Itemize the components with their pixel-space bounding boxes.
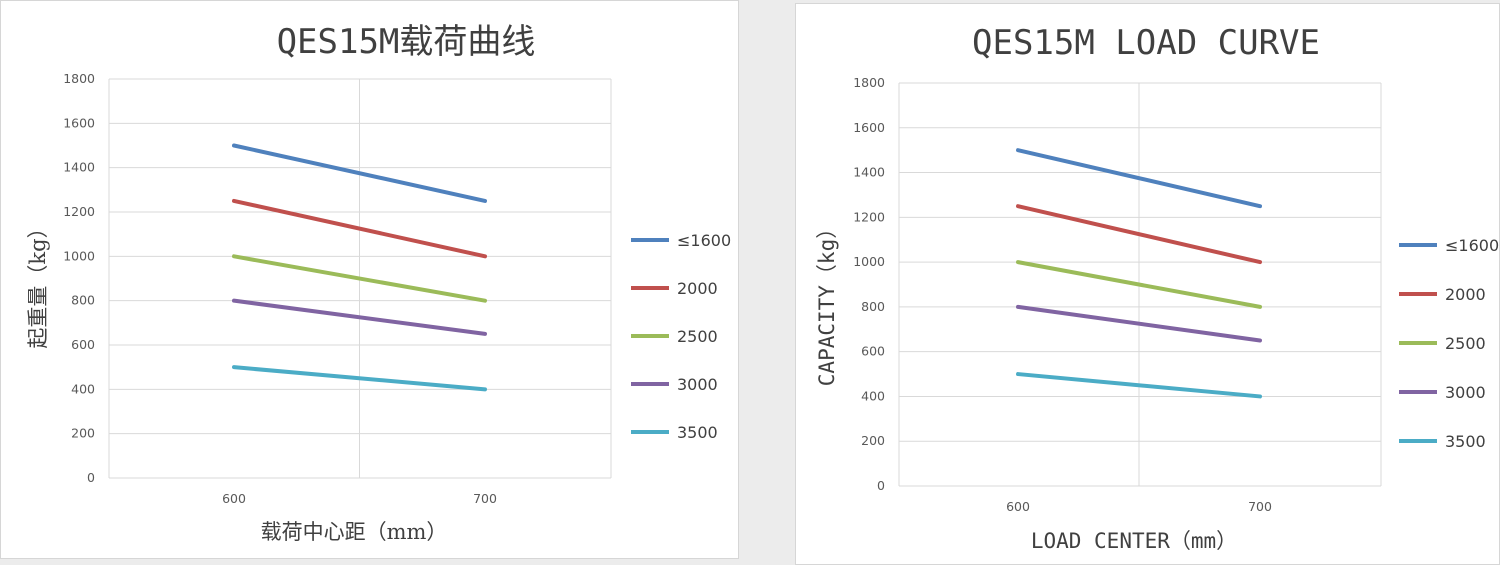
- y-tick-label: 0: [877, 478, 885, 493]
- chart-title: QES15M LOAD CURVE: [972, 23, 1320, 63]
- y-tick-label: 1600: [63, 115, 95, 130]
- series-line-2: [1016, 260, 1262, 309]
- y-tick-label: 1200: [853, 209, 885, 224]
- y-axis-label: CAPACITY（kg）: [815, 218, 839, 386]
- y-tick-label: 200: [861, 433, 885, 448]
- load-curve-chart-cn: QES15M载荷曲线 起重量（kg） 载荷中心距（mm） 0 200 400 600 8…: [26, 22, 731, 544]
- series-line-2: [232, 254, 487, 303]
- series-line-4: [232, 365, 487, 392]
- series-line-0: [1016, 148, 1262, 209]
- y-tick-label: 1600: [853, 120, 885, 135]
- y-tick-label: 1000: [63, 248, 95, 263]
- x-tick-label: 600: [1006, 499, 1030, 514]
- y-tick-label: 0: [87, 470, 95, 485]
- x-tick-label: 600: [222, 491, 246, 506]
- y-tick-label: 800: [71, 293, 95, 308]
- legend-label: 2500: [677, 327, 718, 346]
- y-tick-label: 600: [861, 344, 885, 359]
- y-tick-label: 1800: [63, 71, 95, 86]
- series-line-1: [232, 198, 487, 259]
- x-tick-label: 700: [1248, 499, 1272, 514]
- y-tick-label: 1000: [853, 254, 885, 269]
- y-tick-label: 400: [71, 381, 95, 396]
- y-tick-label: 400: [861, 388, 885, 403]
- legend-label: 2500: [1445, 334, 1486, 353]
- y-tick-label: 1400: [63, 160, 95, 175]
- chart-panel-cn: QES15M载荷曲线 起重量（kg） 载荷中心距（mm） 0 200 400 600 8…: [0, 0, 739, 559]
- x-axis-label: LOAD CENTER（mm）: [1031, 529, 1237, 553]
- series-line-0: [232, 143, 487, 203]
- x-axis-label: 载荷中心距（mm）: [261, 520, 448, 544]
- x-tick-label: 700: [473, 491, 497, 506]
- legend-label: 3000: [1445, 383, 1486, 402]
- y-tick-label: 1800: [853, 75, 885, 90]
- legend-label: 2000: [677, 279, 718, 298]
- y-axis-label: 起重量（kg）: [26, 217, 50, 348]
- series-line-4: [1016, 372, 1262, 399]
- legend-label: 2000: [1445, 285, 1486, 304]
- legend-label: 3500: [677, 423, 718, 442]
- y-tick-label: 1400: [853, 165, 885, 180]
- legend-label: ≤1600: [1445, 236, 1499, 255]
- load-curve-chart-en: QES15M LOAD CURVE CAPACITY（kg） LOAD CENT…: [815, 23, 1499, 553]
- y-tick-label: 1200: [63, 204, 95, 219]
- chart-title: QES15M载荷曲线: [277, 22, 536, 62]
- series-line-3: [232, 298, 487, 336]
- series-line-3: [1016, 304, 1262, 343]
- legend-label: ≤1600: [677, 231, 731, 250]
- y-tick-label: 200: [71, 426, 95, 441]
- legend-label: 3000: [677, 375, 718, 394]
- y-tick-label: 600: [71, 337, 95, 352]
- y-tick-label: 800: [861, 299, 885, 314]
- series-line-1: [1016, 204, 1262, 265]
- chart-panel-en: QES15M LOAD CURVE CAPACITY（kg） LOAD CENT…: [795, 3, 1500, 565]
- legend-label: 3500: [1445, 432, 1486, 451]
